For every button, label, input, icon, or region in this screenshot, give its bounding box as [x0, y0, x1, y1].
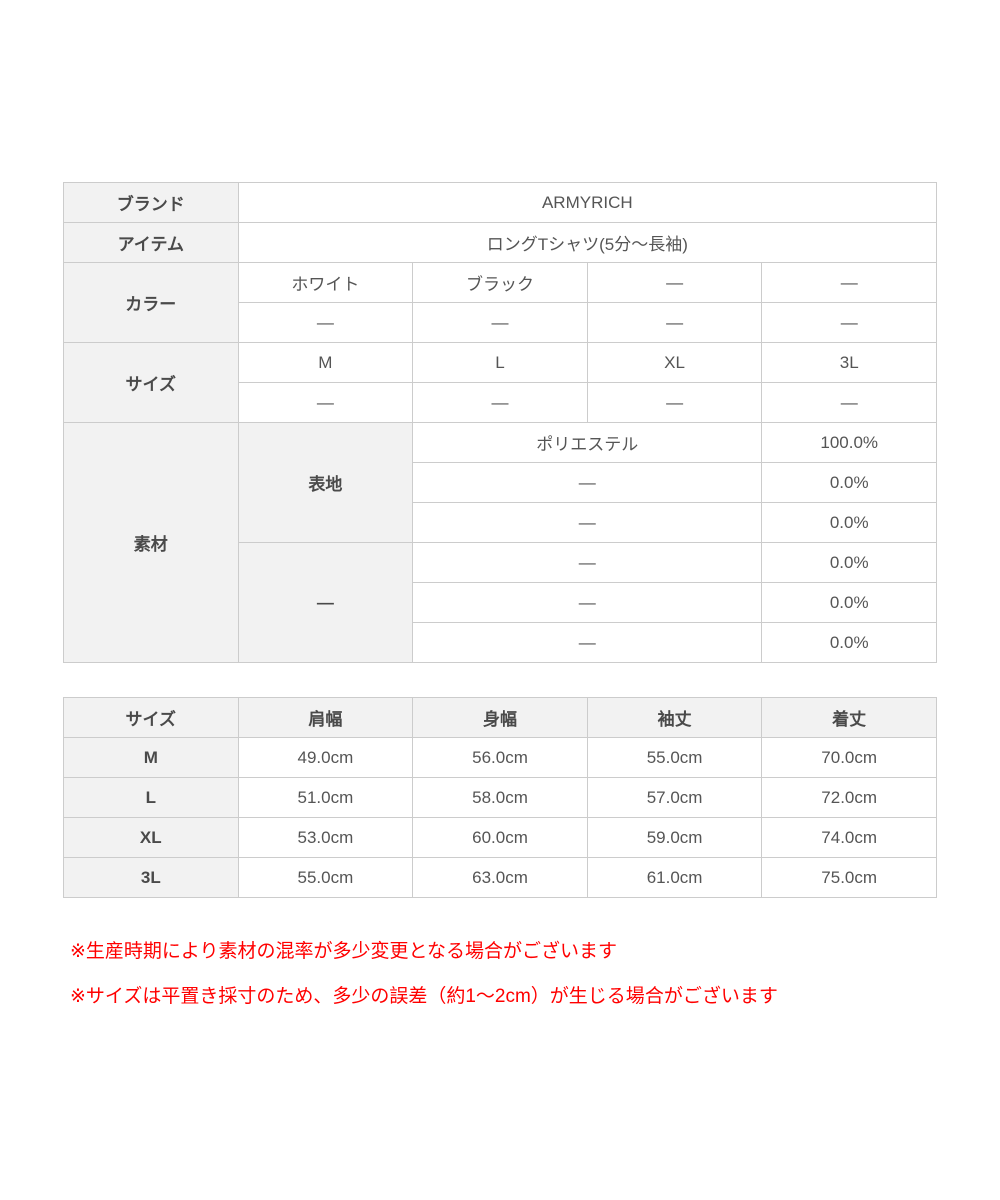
material-name-cell: —	[412, 502, 763, 543]
color-value-cell: —	[586, 302, 763, 343]
measurement-cell: 63.0cm	[412, 857, 588, 898]
measurement-cell: 70.0cm	[761, 737, 937, 778]
brand-row: ブランド ARMYRICH	[63, 182, 938, 223]
measurement-cell: 74.0cm	[761, 817, 937, 858]
measurement-cell: 55.0cm	[237, 857, 414, 898]
measurement-cell: 58.0cm	[412, 777, 588, 818]
size-value-cell: —	[237, 382, 414, 423]
measurement-cell: 51.0cm	[237, 777, 414, 818]
size-value-cell: —	[586, 382, 763, 423]
size-chart-header-cell: 肩幅	[237, 697, 414, 738]
size-chart-row-m: M 49.0cm 56.0cm 55.0cm 70.0cm	[63, 737, 937, 778]
size-name-cell: XL	[63, 817, 239, 858]
disclaimer-notes: ※生産時期により素材の混率が多少変更となる場合がございます ※サイズは平置き採寸…	[63, 938, 936, 1011]
color-value-cell: —	[412, 302, 588, 343]
material-row: — 0.0%	[64, 502, 938, 543]
size-value-cell: XL	[586, 342, 763, 383]
size-chart-row-l: L 51.0cm 58.0cm 57.0cm 72.0cm	[63, 777, 937, 818]
material-row: — 0.0%	[64, 462, 938, 503]
material-name-cell: —	[412, 542, 763, 583]
measurement-cell: 59.0cm	[586, 817, 763, 858]
product-spec-sheet: ブランド ARMYRICH アイテム ロングTシャツ(5分～長袖) カラー ホワ…	[63, 182, 938, 1011]
item-value-cell: ロングTシャツ(5分～長袖)	[237, 222, 938, 263]
material-row: — — 0.0%	[64, 542, 938, 663]
measurement-cell: 57.0cm	[586, 777, 763, 818]
material-pct-cell: 0.0%	[761, 542, 938, 583]
size-name-cell: M	[63, 737, 239, 778]
material-name-cell: —	[412, 462, 763, 503]
measurement-cell: 60.0cm	[412, 817, 588, 858]
size-chart-row-xl: XL 53.0cm 60.0cm 59.0cm 74.0cm	[63, 817, 937, 858]
material-pct-cell: 0.0%	[761, 622, 938, 663]
size-chart-table: サイズ 肩幅 身幅 袖丈 着丈 M 49.0cm 56.0cm 55.0cm 7…	[63, 697, 937, 898]
measurement-cell: 61.0cm	[586, 857, 763, 898]
size-value-cell: —	[412, 382, 588, 423]
color-row-2: — — — —	[64, 302, 938, 343]
color-value-cell: ブラック	[412, 262, 588, 303]
size-chart-header-cell: 袖丈	[586, 697, 763, 738]
material-group-cell: —	[237, 542, 414, 663]
color-value-cell: —	[586, 262, 763, 303]
size-row-2: — — — —	[64, 382, 938, 423]
product-info-table: ブランド ARMYRICH アイテム ロングTシャツ(5分～長袖) カラー ホワ…	[63, 182, 938, 663]
size-value-cell: 3L	[761, 342, 938, 383]
material-name-cell: —	[412, 582, 763, 623]
note-size-disclaimer: ※サイズは平置き採寸のため、多少の誤差（約1～2cm）が生じる場合がございます	[70, 986, 778, 1007]
material-row: — 0.0%	[64, 582, 938, 623]
color-row-1: カラー ホワイト ブラック — —	[63, 262, 938, 343]
color-value-cell: —	[237, 302, 414, 343]
measurement-cell: 56.0cm	[412, 737, 588, 778]
item-label-cell: アイテム	[63, 222, 239, 263]
size-chart-header-cell: 身幅	[412, 697, 588, 738]
measurement-cell: 53.0cm	[237, 817, 414, 858]
brand-value-cell: ARMYRICH	[237, 182, 938, 223]
color-value-cell: ホワイト	[237, 262, 414, 303]
size-value-cell: L	[412, 342, 588, 383]
size-name-cell: L	[63, 777, 239, 818]
size-chart-header-cell: 着丈	[761, 697, 937, 738]
material-pct-cell: 100.0%	[761, 422, 938, 463]
material-row: — 0.0%	[64, 622, 938, 663]
note-material-disclaimer: ※生産時期により素材の混率が多少変更となる場合がございます	[70, 941, 617, 962]
color-value-cell: —	[761, 302, 938, 343]
color-value-cell: —	[761, 262, 938, 303]
size-value-cell: M	[237, 342, 414, 383]
color-label-cell: カラー	[63, 262, 239, 343]
measurement-cell: 55.0cm	[586, 737, 763, 778]
material-group-cell: 表地	[237, 422, 414, 543]
item-row: アイテム ロングTシャツ(5分～長袖)	[63, 222, 938, 263]
brand-label-cell: ブランド	[63, 182, 239, 223]
material-row: 素材 表地 ポリエステル 100.0%	[63, 422, 938, 663]
size-row-1: サイズ M L XL 3L	[63, 342, 938, 423]
measurement-cell: 72.0cm	[761, 777, 937, 818]
measurement-cell: 75.0cm	[761, 857, 937, 898]
material-pct-cell: 0.0%	[761, 502, 938, 543]
size-value-cell: —	[761, 382, 938, 423]
material-pct-cell: 0.0%	[761, 582, 938, 623]
material-pct-cell: 0.0%	[761, 462, 938, 503]
measurement-cell: 49.0cm	[237, 737, 414, 778]
material-label-cell: 素材	[63, 422, 239, 663]
size-chart-row-3l: 3L 55.0cm 63.0cm 61.0cm 75.0cm	[63, 857, 937, 898]
size-chart-header-row: サイズ 肩幅 身幅 袖丈 着丈	[63, 697, 937, 738]
size-name-cell: 3L	[63, 857, 239, 898]
material-name-cell: —	[412, 622, 763, 663]
material-name-cell: ポリエステル	[412, 422, 763, 463]
size-chart-header-cell: サイズ	[63, 697, 239, 738]
size-label-cell: サイズ	[63, 342, 239, 423]
